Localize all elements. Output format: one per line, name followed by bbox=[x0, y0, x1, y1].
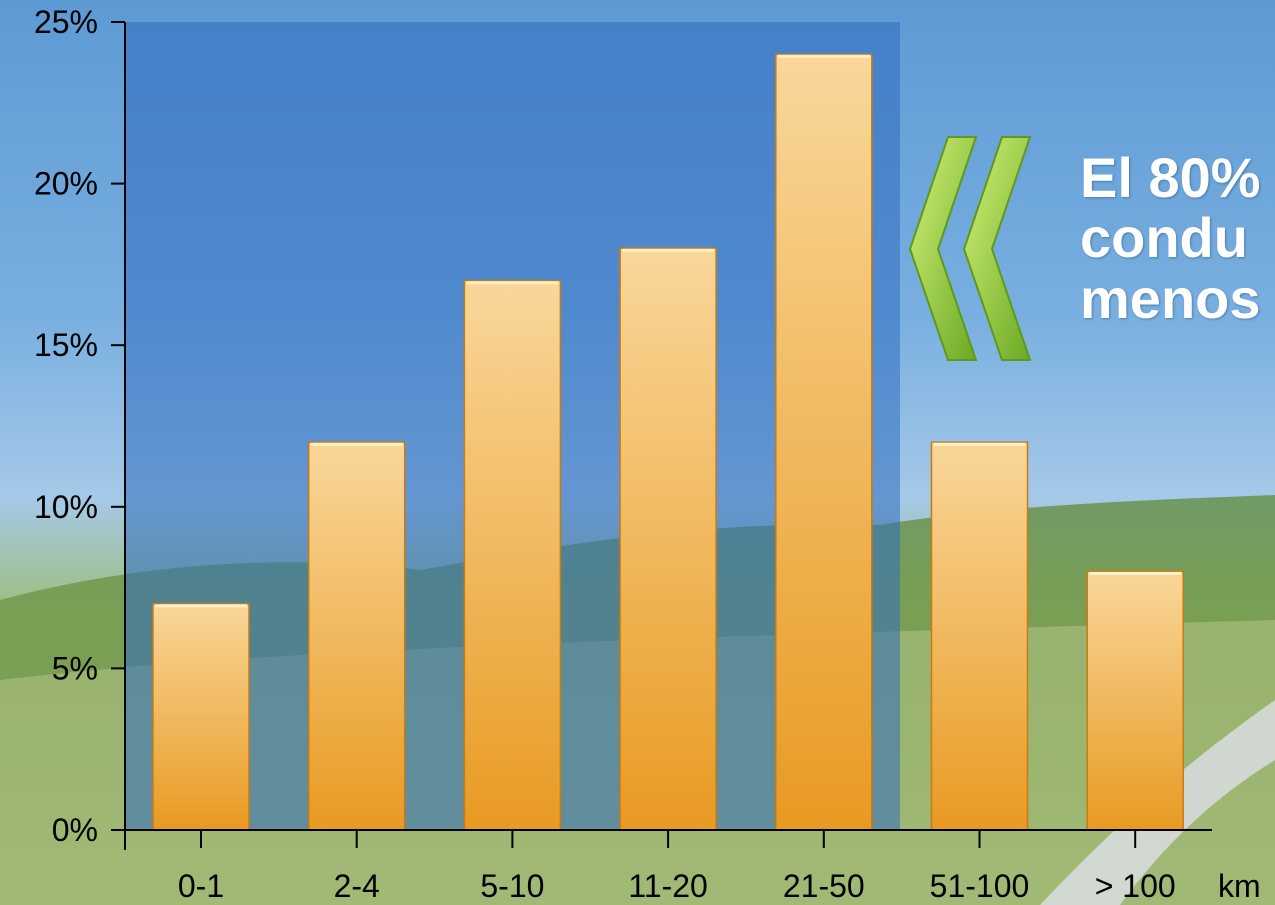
x-tick-label: 11-20 bbox=[628, 868, 707, 904]
headline-line-2: condu bbox=[1080, 206, 1248, 270]
bar-21-50 bbox=[775, 53, 873, 831]
x-tick-label: 0-1 bbox=[178, 868, 224, 904]
bar-11-20 bbox=[619, 247, 717, 831]
x-tick-label: 51-100 bbox=[930, 868, 1030, 904]
x-tick-label: > 100 bbox=[1095, 868, 1176, 904]
y-tick-label: 20% bbox=[34, 166, 98, 202]
bar-51-100 bbox=[930, 441, 1029, 831]
bar-0-1 bbox=[152, 603, 250, 831]
bar-2-4 bbox=[307, 441, 406, 831]
y-tick-label: 10% bbox=[34, 489, 98, 525]
bar-> 100 bbox=[1086, 570, 1184, 831]
y-tick-label: 5% bbox=[52, 650, 98, 686]
x-tick-label: 2-4 bbox=[334, 868, 380, 904]
y-tick-label: 25% bbox=[34, 4, 98, 40]
double-chevron-left-icon bbox=[908, 136, 1032, 361]
headline-line-3: menos bbox=[1080, 266, 1261, 330]
x-axis-unit-label: km bbox=[1218, 868, 1261, 904]
y-tick-label: 0% bbox=[52, 812, 98, 848]
bar-5-10 bbox=[463, 279, 562, 831]
headline-line-1: El 80% bbox=[1080, 148, 1261, 209]
headline-text: El 80% condu menos bbox=[1080, 148, 1275, 329]
x-tick-label: 5-10 bbox=[480, 868, 544, 904]
y-tick-label: 15% bbox=[34, 327, 98, 363]
x-tick-label: 21-50 bbox=[783, 868, 865, 904]
